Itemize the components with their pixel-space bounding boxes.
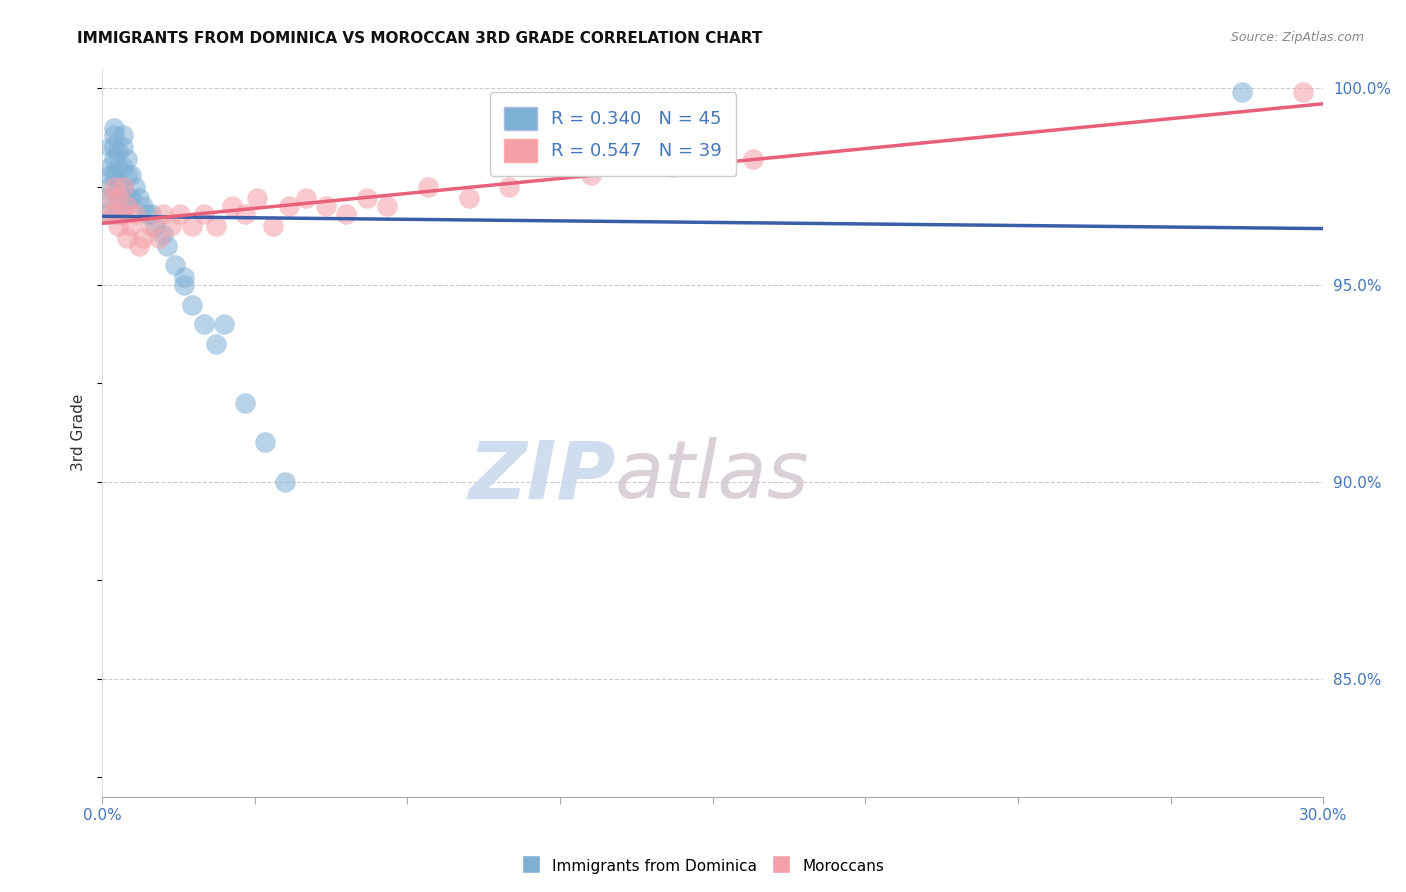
Point (253, 435, 276, 450)
Point (274, 475, 297, 489)
Point (103, 207, 125, 221)
Point (124, 179, 146, 194)
Point (193, 207, 215, 221)
Point (98, 207, 121, 221)
Point (98, 168, 121, 182)
Point (457, 191, 479, 205)
Point (498, 179, 520, 194)
Legend: Immigrants from Dominica, Moroccans: Immigrants from Dominica, Moroccans (515, 852, 891, 880)
Point (214, 318, 236, 332)
Point (160, 219, 183, 233)
Point (111, 207, 134, 221)
Point (124, 207, 146, 221)
Point (375, 199, 398, 213)
Point (111, 128, 134, 143)
Point (143, 219, 166, 233)
Point (103, 179, 125, 194)
Point (111, 179, 134, 194)
Point (115, 168, 138, 182)
Point (1230, 85, 1253, 99)
Point (96, 207, 118, 221)
Point (169, 207, 191, 221)
Point (152, 227, 174, 241)
Point (111, 179, 134, 194)
Point (294, 191, 316, 205)
Point (1292, 85, 1315, 99)
Point (173, 270, 195, 285)
Point (98, 140, 121, 154)
Point (139, 207, 162, 221)
Point (278, 199, 301, 213)
Point (128, 238, 150, 252)
Point (103, 140, 125, 154)
Point (233, 207, 256, 221)
Point (111, 199, 134, 213)
Point (115, 152, 138, 166)
Point (111, 140, 134, 154)
Point (180, 298, 202, 312)
Point (173, 278, 195, 293)
Point (156, 238, 179, 252)
Point (120, 168, 142, 182)
Point (107, 219, 129, 233)
Point (416, 179, 439, 194)
Point (98, 179, 121, 194)
Point (661, 160, 683, 174)
Point (246, 191, 269, 205)
Point (98, 160, 121, 174)
Point (139, 219, 162, 233)
Point (115, 231, 138, 245)
Point (742, 152, 765, 166)
Point (103, 168, 125, 182)
Point (103, 128, 125, 143)
Y-axis label: 3rd Grade: 3rd Grade (72, 394, 86, 471)
Text: atlas: atlas (614, 437, 810, 516)
Point (107, 191, 129, 205)
Point (103, 120, 125, 135)
Point (107, 207, 129, 221)
Point (120, 191, 142, 205)
Point (103, 152, 125, 166)
Point (335, 207, 357, 221)
Point (165, 258, 187, 272)
Point (128, 191, 150, 205)
Point (115, 191, 138, 205)
Point (96, 191, 118, 205)
Text: ZIP: ZIP (468, 437, 614, 516)
Point (356, 191, 378, 205)
Point (107, 160, 129, 174)
Point (98, 191, 121, 205)
Point (120, 219, 142, 233)
Point (579, 168, 602, 182)
Point (205, 219, 228, 233)
Legend: R = 0.340   N = 45, R = 0.547   N = 39: R = 0.340 N = 45, R = 0.547 N = 39 (489, 92, 737, 177)
Point (262, 219, 284, 233)
Point (107, 144, 129, 158)
Point (115, 199, 138, 213)
Point (132, 199, 155, 213)
Text: IMMIGRANTS FROM DOMINICA VS MOROCCAN 3RD GRADE CORRELATION CHART: IMMIGRANTS FROM DOMINICA VS MOROCCAN 3RD… (77, 31, 762, 46)
Point (315, 199, 337, 213)
Point (205, 337, 228, 351)
Point (132, 231, 155, 245)
Point (152, 207, 174, 221)
Point (221, 199, 243, 213)
Point (233, 396, 256, 410)
Point (107, 191, 129, 205)
Text: Source: ZipAtlas.com: Source: ZipAtlas.com (1230, 31, 1364, 45)
Point (136, 207, 159, 221)
Point (180, 219, 202, 233)
Point (193, 318, 215, 332)
Point (148, 231, 170, 245)
Point (107, 176, 129, 190)
Point (111, 160, 134, 174)
